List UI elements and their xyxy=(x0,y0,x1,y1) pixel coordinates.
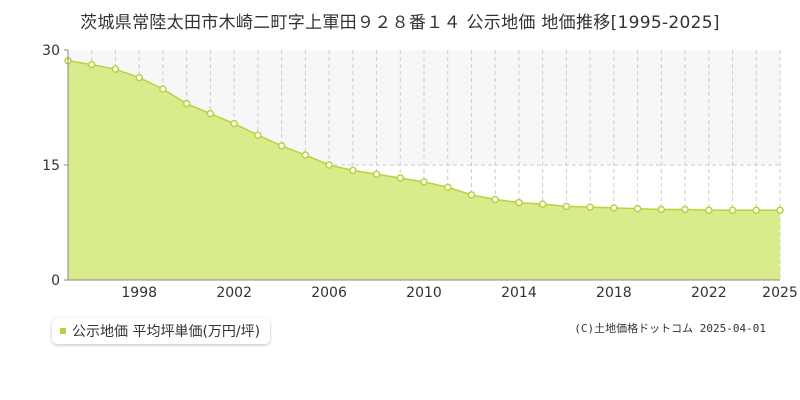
credit-text: (C)土地価格ドットコム 2025-04-01 xyxy=(574,322,766,335)
data-point xyxy=(135,73,143,82)
data-point xyxy=(776,206,784,214)
chart-title: 茨城県常陸太田市木崎二町字上軍田９２８番１４ 公示地価 地価推移[1995-20… xyxy=(80,13,720,33)
x-tick-label: 2018 xyxy=(596,285,632,301)
data-point xyxy=(467,191,476,199)
x-tick-label: 1998 xyxy=(121,285,157,301)
data-point xyxy=(182,99,191,108)
data-point xyxy=(538,200,547,208)
data-point xyxy=(705,206,713,214)
data-point xyxy=(586,203,594,211)
x-tick-label: 2010 xyxy=(406,285,442,301)
data-point xyxy=(159,85,167,93)
data-point xyxy=(728,206,737,214)
data-point xyxy=(230,119,238,128)
data-point xyxy=(752,206,761,214)
x-tick-label: 2022 xyxy=(691,285,727,301)
data-point xyxy=(87,60,96,69)
legend-swatch xyxy=(60,328,66,334)
data-point xyxy=(254,131,262,139)
y-tick-label: 30 xyxy=(42,43,60,59)
data-point xyxy=(610,204,618,212)
data-point xyxy=(206,109,215,118)
data-point xyxy=(420,178,428,186)
data-point xyxy=(657,205,666,214)
data-point xyxy=(443,183,452,191)
legend-label: 公示地価 平均坪単価(万円/坪) xyxy=(72,324,261,340)
x-tick-label: 2002 xyxy=(216,285,252,301)
x-tick-label: 2014 xyxy=(501,285,537,301)
y-tick-label: 15 xyxy=(42,158,60,174)
data-point xyxy=(396,174,405,182)
x-tick-label: 2025 xyxy=(762,285,798,301)
x-tick-label: 2006 xyxy=(311,285,347,301)
data-point xyxy=(277,142,286,150)
y-tick-label: 0 xyxy=(51,273,60,289)
data-point xyxy=(515,198,523,207)
data-point xyxy=(111,65,120,73)
data-point xyxy=(349,166,357,175)
data-point xyxy=(301,151,310,159)
data-point xyxy=(633,204,642,213)
data-point xyxy=(562,202,571,211)
data-point xyxy=(372,170,381,178)
data-point xyxy=(325,161,333,169)
data-point xyxy=(681,205,689,214)
legend: 公示地価 平均坪単価(万円/坪) xyxy=(52,318,271,344)
series-area xyxy=(68,60,780,280)
data-point xyxy=(491,195,499,204)
